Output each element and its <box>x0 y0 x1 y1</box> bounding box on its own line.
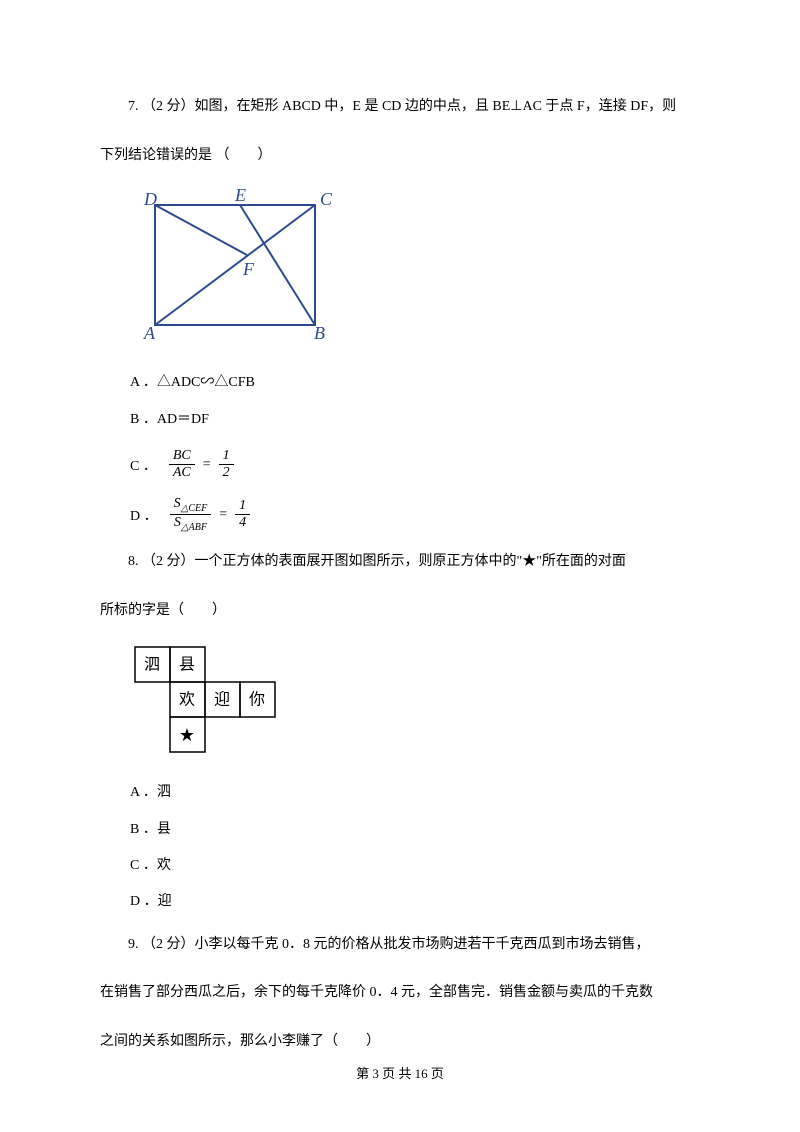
q7-choice-A: A ．△ADC∽△CFB <box>130 372 700 394</box>
net-cell-5: ★ <box>179 725 195 745</box>
q7-D-frac1-den: S△ABF <box>170 515 211 534</box>
equals-sign: = <box>203 457 211 473</box>
q8-figure: 泗 县 欢 迎 你 ★ <box>130 642 700 762</box>
q7-C-frac2-den: 2 <box>219 465 234 482</box>
q7-figure: D E C F A B <box>130 187 700 357</box>
q7-C-frac2-num: 1 <box>219 448 234 466</box>
label-D: D <box>143 189 157 209</box>
q7-choice-C: C ． BC AC = 1 2 <box>130 445 700 485</box>
q9-text-line3: 之间的关系如图所示，那么小李赚了（ ） <box>100 1025 700 1059</box>
q9-text-line2: 在销售了部分西瓜之后，余下的每千克降价 0．4 元，全部售完．销售金额与卖瓜的千… <box>100 976 700 1010</box>
label-F: F <box>242 259 255 279</box>
label-E: E <box>234 187 246 205</box>
q8-choice-B: B ．县 <box>130 819 700 841</box>
q8-text-line1: 8. （2 分）一个正方体的表面展开图如图所示，则原正方体中的"★"所在面的对面 <box>100 545 700 579</box>
q9-text-line1: 9. （2 分）小李以每千克 0．8 元的价格从批发市场购进若干千克西瓜到市场去… <box>100 928 700 962</box>
q7-choice-D: D ． S△CEF S△ABF = 1 4 <box>130 495 700 535</box>
equals-sign: = <box>219 507 227 523</box>
q7-choice-D-label: D ． <box>130 505 158 525</box>
q8-choice-D: D ．迎 <box>130 891 700 913</box>
q7-C-frac1-den: AC <box>169 465 195 482</box>
label-B: B <box>314 323 325 343</box>
net-cell-3: 迎 <box>214 691 230 709</box>
net-cell-4: 你 <box>249 691 265 709</box>
net-cell-1: 县 <box>179 657 195 674</box>
q7-text-line1: 7. （2 分）如图，在矩形 ABCD 中，E 是 CD 边的中点，且 BE⊥A… <box>100 90 700 124</box>
q7-D-frac2-den: 4 <box>235 515 250 532</box>
net-cell-2: 欢 <box>179 691 195 709</box>
label-A: A <box>143 323 156 343</box>
q8-choice-A: A ．泗 <box>130 782 700 804</box>
q7-choice-B: B ．AD＝DF <box>130 409 700 431</box>
page-footer: 第 3 页 共 16 页 <box>0 1063 800 1082</box>
q7-C-frac1-num: BC <box>169 448 195 466</box>
q8-choice-C: C ．欢 <box>130 855 700 877</box>
q7-text-line2: 下列结论错误的是 （ ） <box>100 139 700 173</box>
q7-D-frac2-num: 1 <box>235 498 250 516</box>
net-cell-0: 泗 <box>144 656 160 674</box>
q7-choice-C-label: C ． <box>130 455 157 475</box>
q8-text-line2: 所标的字是（ ） <box>100 594 700 628</box>
q7-D-frac1-num: S△CEF <box>170 496 212 516</box>
label-C: C <box>320 189 333 209</box>
